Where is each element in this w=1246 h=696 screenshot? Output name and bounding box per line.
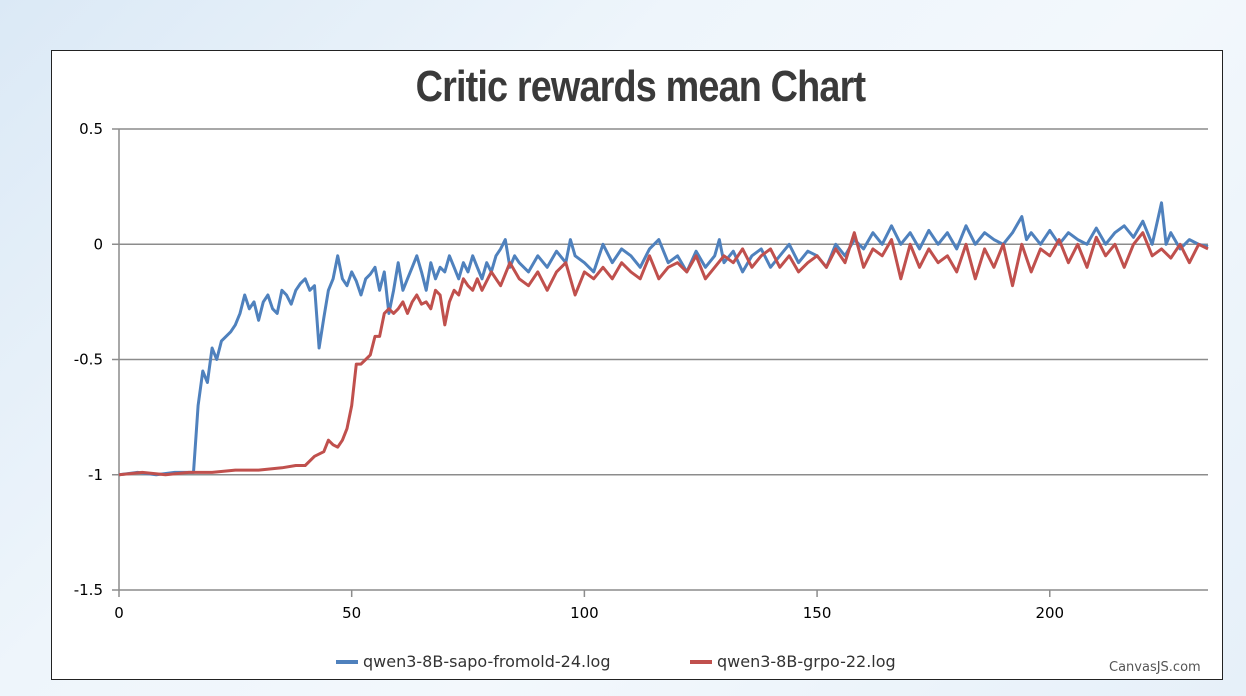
grid-lines — [119, 128, 1208, 591]
y-tick-label: -1.5 — [74, 581, 103, 599]
x-tick-label: 200 — [1035, 604, 1064, 622]
chart-title: Critic rewards mean Chart — [415, 62, 866, 111]
series-line-2 — [118, 231, 1209, 477]
legend-label: qwen3-8B-grpo-22.log — [717, 652, 896, 671]
y-tick-label: -0.5 — [74, 351, 103, 369]
x-tick-label: 50 — [342, 604, 361, 622]
series-lines — [118, 201, 1209, 477]
legend-item-2[interactable]: qwen3-8B-grpo-22.log — [690, 652, 896, 671]
x-tick-label: 150 — [803, 604, 832, 622]
axes: 0.5 0 -0.5 -1 -1.5 0 50 100 150 200 — [74, 120, 1064, 622]
x-tick-label: 0 — [114, 604, 124, 622]
chart-frame — [51, 50, 1223, 680]
legend-label: qwen3-8B-sapo-fromold-24.log — [363, 652, 611, 671]
legend[interactable]: qwen3-8B-sapo-fromold-24.log qwen3-8B-grp… — [336, 652, 896, 671]
canvasjs-credit[interactable]: CanvasJS.com — [1109, 660, 1201, 675]
legend-item-1[interactable]: qwen3-8B-sapo-fromold-24.log — [336, 652, 611, 671]
x-tick-label: 100 — [570, 604, 599, 622]
y-tick-label: -1 — [88, 466, 103, 484]
y-tick-label: 0.5 — [79, 120, 103, 138]
series-line-1 — [118, 201, 1209, 477]
y-tick-label: 0 — [93, 235, 103, 253]
